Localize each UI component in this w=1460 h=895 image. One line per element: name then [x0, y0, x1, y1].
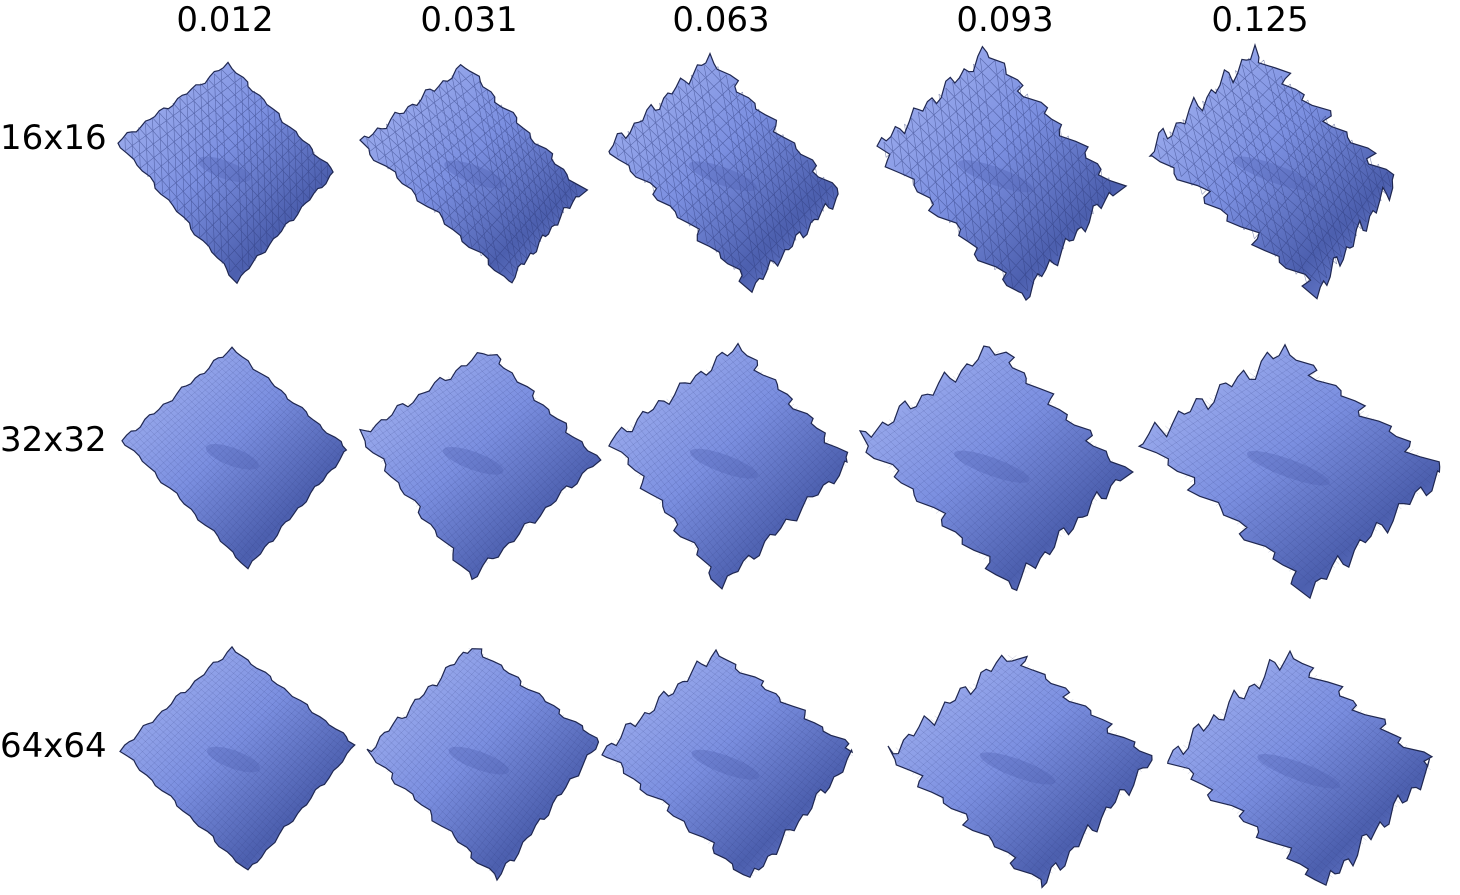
cloth-panel-r2-c4 — [1167, 649, 1434, 887]
cloth-fold-shade — [444, 160, 505, 189]
cloth-fold-shade — [957, 160, 1034, 193]
cloth-surface — [366, 648, 600, 882]
cloth-panel-r1-c2 — [608, 342, 849, 590]
mesh-wireframe — [1156, 57, 1392, 286]
mesh-wireframe — [883, 57, 1112, 292]
cloth-surface — [1167, 649, 1434, 887]
cloth-panel-r0-c3 — [876, 45, 1128, 302]
cloth-fold-shade — [448, 746, 510, 775]
mesh-wireframe — [1147, 352, 1439, 587]
mesh-wireframe — [864, 349, 1122, 584]
cloth-fold-shade — [1257, 754, 1341, 789]
mesh-wireframe — [1171, 657, 1431, 882]
cloth-panel-r2-c3 — [887, 654, 1153, 889]
mesh-wireframe — [124, 68, 329, 275]
row-label-1: 32x32 — [0, 420, 107, 460]
cloth-panel-r0-c1 — [359, 63, 589, 284]
cloth-surface — [358, 352, 602, 581]
column-label-4: 0.125 — [1211, 0, 1309, 40]
cloth-surface — [601, 648, 854, 879]
mesh-wireframe — [605, 654, 853, 877]
cloth-panel-r0-c0 — [117, 61, 334, 285]
cloth-fold-shade — [197, 156, 251, 183]
cloth-panel-r0-c2 — [608, 51, 839, 294]
cloth-fold-shade — [442, 446, 504, 475]
mesh-wireframe — [125, 350, 346, 565]
cloth-surface — [608, 342, 849, 590]
cloth-fold-shade — [689, 161, 757, 192]
cloth-surface — [887, 654, 1153, 889]
cloth-surface — [121, 346, 348, 570]
mesh-wireframe — [363, 352, 595, 575]
cloth-surface — [1137, 343, 1441, 600]
cloth-fold-shade — [205, 444, 259, 470]
mesh-wireframe — [366, 70, 578, 277]
cloth-panel-r2-c1 — [366, 647, 600, 882]
cloth-surface — [119, 645, 356, 871]
mesh-wireframe — [614, 348, 847, 582]
column-label-1: 0.031 — [420, 0, 518, 40]
column-label-0: 0.012 — [176, 0, 274, 40]
cloth-panel-r2-c0 — [119, 645, 356, 871]
mesh-wireframe — [615, 63, 835, 282]
cloth-panel-r1-c3 — [858, 345, 1134, 592]
cloth-panel-r1-c1 — [358, 352, 602, 581]
column-label-2: 0.063 — [672, 0, 770, 40]
cloth-fold-shade — [979, 752, 1056, 785]
row-label-2: 64x64 — [0, 726, 107, 766]
cloth-fold-shade — [1246, 450, 1330, 486]
cloth-fold-shade — [1233, 156, 1317, 192]
cloth-fold-shade — [691, 749, 760, 780]
cloth-fold-shade — [207, 746, 260, 773]
cloth-surface — [858, 345, 1134, 592]
mesh-wireframe — [891, 655, 1149, 882]
cloth-panel-r1-c4 — [1137, 343, 1441, 600]
cloth-panel-r1-c0 — [121, 346, 348, 570]
cloth-panel-r2-c2 — [601, 648, 854, 879]
row-label-0: 16x16 — [0, 118, 107, 158]
cloth-panel-r0-c4 — [1148, 42, 1395, 300]
column-label-3: 0.093 — [956, 0, 1054, 40]
mesh-wireframe — [370, 647, 597, 876]
cloth-surface — [359, 63, 589, 284]
cloth-fold-shade — [954, 450, 1030, 483]
mesh-wireframe — [123, 650, 353, 869]
cloth-fold-shade — [689, 448, 758, 479]
